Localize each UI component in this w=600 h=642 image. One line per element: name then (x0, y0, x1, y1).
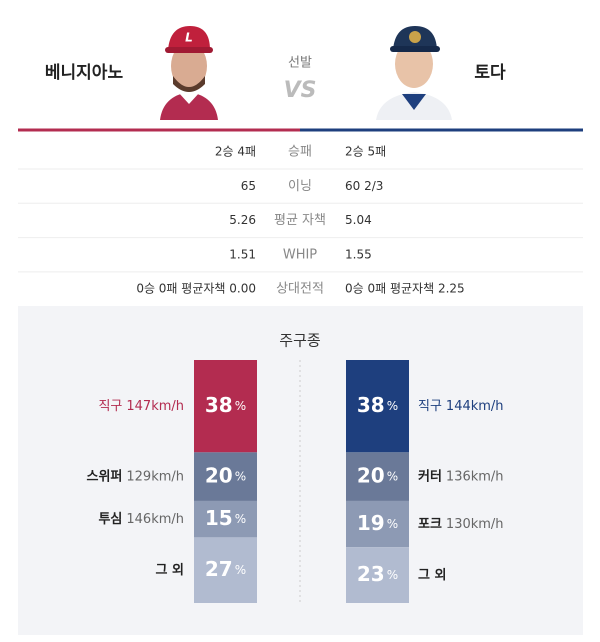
stat-right: 60 2/3 (345, 179, 383, 193)
stat-left: 0승 0패 평균자책 0.00 (136, 281, 256, 296)
svg-text:L: L (185, 31, 193, 45)
pct-unit: % (235, 469, 246, 483)
vs-label: VS (284, 78, 317, 103)
pitch-name: 직구 (418, 399, 442, 414)
pitch-pct: 23% (357, 562, 398, 586)
stat-right: 1.55 (345, 247, 372, 261)
left-name: 베니지아노 (45, 63, 124, 83)
pitch-pct: 38% (205, 393, 246, 417)
stat-label: 이닝 (288, 179, 312, 194)
pitch-bar (194, 500, 257, 538)
pitch-speed: 146km/h (126, 512, 184, 527)
pitch-pct: 19% (357, 511, 398, 535)
pitch-label: 그 외 (156, 562, 184, 578)
pct-value: 38 (357, 393, 385, 417)
pitch-name: 직구 (98, 399, 122, 414)
stat-left: 65 (241, 179, 256, 193)
stat-left: 2승 4패 (215, 145, 256, 159)
pct-value: 27 (205, 557, 233, 581)
pct-value: 23 (357, 562, 385, 586)
left-photo: L (148, 22, 230, 120)
stat-right: 5.04 (345, 213, 372, 227)
pitch-label: 스위퍼 129km/h (86, 469, 184, 484)
pitch-pct: 20% (205, 463, 246, 487)
pitch-label: 그 외 (418, 567, 446, 583)
pitch-bar (194, 452, 257, 501)
pitch-bar (194, 360, 257, 453)
right-photo (372, 22, 456, 120)
stat-label: 평균 자책 (274, 213, 326, 228)
pitch-label: 투심 146km/h (98, 511, 184, 527)
pitch-speed: 136km/h (446, 469, 504, 484)
pct-unit: % (387, 568, 398, 582)
pct-unit: % (387, 469, 398, 483)
stat-left: 5.26 (229, 213, 256, 227)
pct-unit: % (387, 399, 398, 413)
pitch-bar (346, 500, 409, 548)
stat-left: 1.51 (229, 247, 256, 261)
pitch-pct: 15% (205, 506, 246, 530)
pitch-pct: 20% (357, 463, 398, 487)
pitch-speed: 144km/h (446, 399, 504, 414)
pitch-label: 직구 144km/h (418, 399, 504, 414)
pitch-pct: 38% (357, 393, 398, 417)
pitch-bar (194, 537, 257, 603)
pitch-name: 투심 (98, 511, 122, 527)
pitch-pct: 27% (205, 557, 246, 581)
pct-unit: % (387, 517, 398, 531)
stat-right: 0승 0패 평균자책 2.25 (345, 281, 465, 296)
pitch-label: 커터 136km/h (418, 468, 504, 484)
stat-label: 승패 (288, 145, 312, 160)
stat-right: 2승 5패 (345, 145, 386, 159)
stat-label: WHIP (283, 247, 317, 262)
pitch-name: 포크 (418, 517, 442, 532)
pitch-name: 그 외 (156, 562, 184, 578)
pitch-speed: 147km/h (126, 399, 184, 414)
pct-unit: % (235, 512, 246, 526)
pitch-name: 스위퍼 (86, 469, 122, 484)
pitch-name: 커터 (418, 468, 442, 484)
pct-unit: % (235, 399, 246, 413)
right-name: 토다 (474, 63, 506, 83)
start-label: 선발 (288, 56, 312, 71)
pct-value: 15 (205, 506, 233, 530)
pct-value: 19 (357, 511, 385, 535)
pct-value: 38 (205, 393, 233, 417)
pitch-bar (346, 360, 409, 453)
pitch-label: 직구 147km/h (98, 399, 184, 414)
pct-value: 20 (357, 463, 385, 487)
pct-value: 20 (205, 463, 233, 487)
pitch-name: 그 외 (418, 567, 446, 583)
pitch-bar (346, 547, 409, 603)
stat-label: 상대전적 (276, 282, 324, 297)
pitch-title: 주구종 (279, 332, 320, 350)
pitch-bar (346, 452, 409, 501)
pitch-label: 포크 130km/h (418, 517, 504, 532)
pitch-speed: 130km/h (446, 517, 504, 532)
pitch-speed: 129km/h (126, 469, 184, 484)
pct-unit: % (235, 563, 246, 577)
